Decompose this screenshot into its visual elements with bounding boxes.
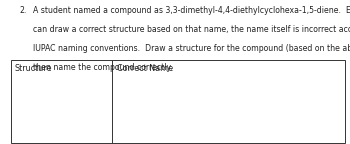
Text: IUPAC naming conventions.  Draw a structure for the compound (based on the above: IUPAC naming conventions. Draw a structu… xyxy=(33,44,350,53)
Text: 2.: 2. xyxy=(19,6,27,16)
Text: then name the compound correctly.: then name the compound correctly. xyxy=(33,63,173,72)
FancyBboxPatch shape xyxy=(10,60,345,143)
Text: Correct Name: Correct Name xyxy=(117,64,173,73)
Text: can draw a correct structure based on that name, the name itself is incorrect ac: can draw a correct structure based on th… xyxy=(33,25,350,34)
Text: A student named a compound as 3,3-dimethyl-4,4-diethylcyclohexa-1,5-diene.  Even: A student named a compound as 3,3-dimeth… xyxy=(33,6,350,16)
Text: Structure: Structure xyxy=(15,64,52,73)
